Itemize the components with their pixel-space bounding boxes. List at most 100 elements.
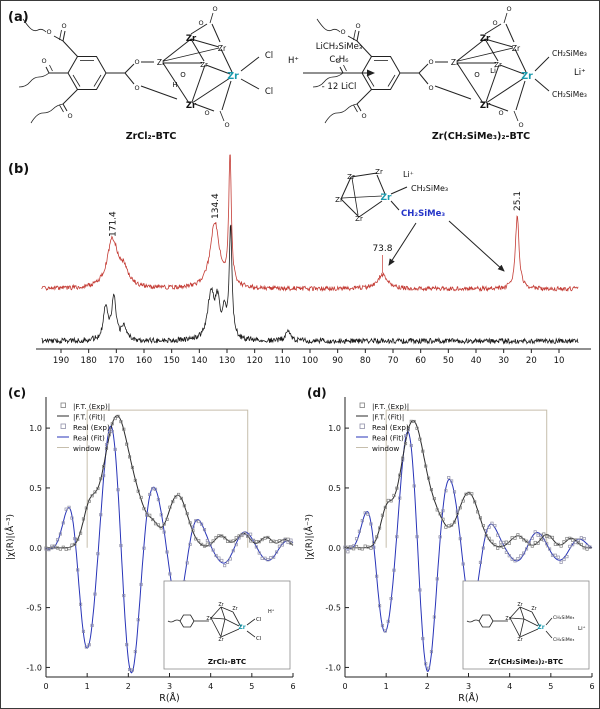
alkyl-label: CH₂SiMe₃ [552,90,587,99]
svg-text:-0.5: -0.5 [26,604,42,613]
svg-text:0.5: 0.5 [29,484,42,493]
panel-d-label: (d) [307,386,327,400]
arrow-to-25.1 [448,220,505,272]
svg-text:100: 100 [302,356,318,366]
o-label: O [224,121,229,129]
y-axis-label: |χ(R)|(Å⁻³) [4,514,16,560]
svg-text:5: 5 [249,682,254,691]
svg-text:70: 70 [388,356,399,366]
o-label: O [361,112,366,120]
zr-label: Zr [517,637,522,643]
o-label: O [46,28,51,36]
svg-text:1: 1 [384,682,389,691]
alkyl-label: CH₂SiMe₃ [553,615,574,621]
left-compound-name: ZrCl₂-BTC [126,131,177,142]
zr-label: Zr [451,58,460,67]
svg-text:4: 4 [507,682,512,691]
svg-text:40: 40 [471,356,482,366]
svg-text:1.0: 1.0 [29,424,42,433]
left-structure: O O O O O O [18,5,299,142]
x-axis-label: R(Å) [159,692,180,704]
zr-label: Zr [218,637,223,643]
svg-text:90: 90 [332,356,343,366]
zr-label: Zr [218,602,223,608]
zr-label: Zr [186,34,197,44]
zr-label: Zr [375,168,383,176]
arrow-to-73.8 [388,222,417,266]
h-plus-label: H⁺ [288,56,299,66]
o-label: O [198,19,203,27]
reaction-arrow: LiCH₂SiMe₃ C₆H₆ - 12 LiCl [303,42,375,92]
panel-c-exafs: (c) -1.0 -0.5 0.0 0.5 1.0 0 1 2 3 4 5 6 R(Å) |χ(R)|(Å… [4,386,296,704]
svg-text:110: 110 [274,356,290,366]
svg-text:2: 2 [425,682,430,691]
li-plus-label: Li⁺ [578,625,586,632]
bridging-carboxylate: O O [400,58,472,100]
svg-text:4: 4 [208,682,213,691]
solvent-label: C₆H₆ [329,55,349,65]
svg-text:-0.5: -0.5 [325,604,341,613]
o-label: O [498,109,503,117]
inset-d: Zr Zr Zr Zr Zr CH₂SiMe₃ CH₂SiMe₃ Li⁺ Zr(… [462,580,590,670]
svg-text:120: 120 [247,356,263,366]
zr-label: Zr [480,101,491,111]
inset-d-name: Zr(CH₂SiMe₃)₂-BTC [489,657,563,666]
zr-cyan-label: Zr [238,624,245,631]
carboxylate-arms: O O O O [18,18,78,124]
svg-text:0.0: 0.0 [29,544,42,553]
h-plus-label: H⁺ [268,609,275,615]
peak-label-73.8: 73.8 [372,244,392,254]
exafs-plot-c: -1.0 -0.5 0.0 0.5 1.0 0 1 2 3 4 5 6 R(Å) |χ(R)|(Å⁻³) |… [4,397,296,704]
o-label: O [134,84,139,92]
right-structure: O O O O O O [312,5,587,142]
svg-text:1.0: 1.0 [328,424,341,433]
zr-label: Zr [206,616,211,622]
svg-text:150: 150 [164,356,180,366]
o-label: O [492,19,497,27]
svg-text:5: 5 [548,682,553,691]
o-label: O [474,71,480,79]
svg-text:6: 6 [589,682,594,691]
legend-item: Real (Fit) [73,434,105,443]
zr-alkyl-site: CH₂SiMe₃ CH₂SiMe₃ Li⁺ [534,49,587,99]
panel-a-label: (a) [8,10,29,25]
zr-cl2-site: Cl Cl H⁺ [240,51,299,97]
window-line [385,409,548,548]
o-label: O [180,71,186,79]
alkyl-label: CH₂SiMe₃ [411,184,448,193]
svg-text:-1.0: -1.0 [325,663,341,672]
o-label: O [204,109,209,117]
legend-item: window [73,444,100,453]
cl-label: Cl [256,636,262,642]
peak-label-134.4: 134.4 [211,193,221,219]
zr-cyan-label: Zr [537,624,544,631]
svg-text:6: 6 [290,682,295,691]
svg-text:60: 60 [415,356,426,366]
arrowhead-icon [367,69,375,77]
li-plus-label: Li⁺ [574,68,586,78]
o-label: O [212,5,217,13]
panel-b-nmr: (b) 190 180 170 160 150 140 130 120 110 100 90 80 70… [8,154,591,366]
o-label: O [506,5,511,13]
li-plus-label: Li⁺ [403,170,414,179]
zr-label: Zr [200,61,208,69]
o-label: O [134,58,139,66]
alkyl-label: CH₂SiMe₃ [552,49,587,58]
o-label: O [335,57,340,65]
o-label: O [355,22,360,30]
h-label: H [172,81,177,89]
legend-item: |F.T. (Fit)| [73,413,105,422]
zr-label: Zr [480,34,491,44]
svg-text:0: 0 [43,682,48,691]
right-compound-name: Zr(CH₂SiMe₃)₂-BTC [432,131,530,142]
svg-text:3: 3 [167,682,172,691]
svg-text:180: 180 [81,356,97,366]
inset-c: Zr Zr Zr Zr Zr Cl Cl H⁺ ZrCl₂-BTC [163,580,291,670]
svg-text:0: 0 [342,682,347,691]
zr-label: Zr [531,606,536,612]
o-label: O [41,57,46,65]
zr-label: Zr [505,616,510,622]
cl-label: Cl [256,617,262,623]
exafs-row: (c) -1.0 -0.5 0.0 0.5 1.0 0 1 2 3 4 5 6 R(Å) |χ(R)|(Å… [1,381,599,708]
